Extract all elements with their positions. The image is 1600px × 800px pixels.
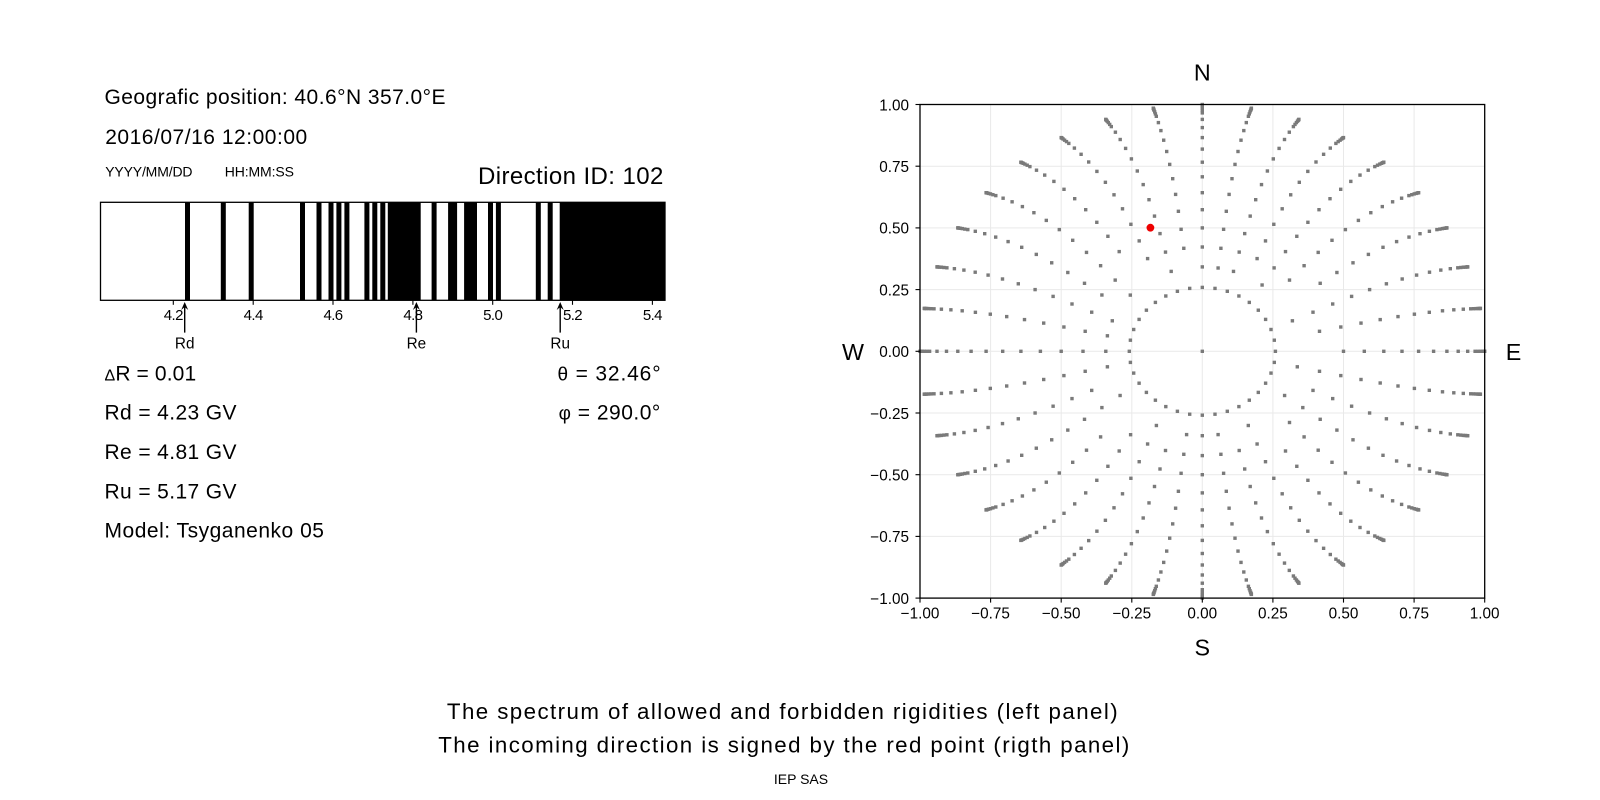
svg-text:5.2: 5.2 (563, 307, 582, 324)
svg-text:1.00: 1.00 (879, 97, 909, 114)
svg-text:Rd = 4.23 GV: Rd = 4.23 GV (105, 402, 237, 425)
svg-text:1.00: 1.00 (1470, 606, 1500, 623)
svg-text:5.0: 5.0 (483, 307, 502, 324)
svg-text:The incoming direction is sign: The incoming direction is signed by the … (438, 732, 1130, 757)
svg-text:Re: Re (407, 336, 427, 353)
svg-text:θ = 32.46°: θ = 32.46° (558, 362, 662, 385)
svg-text:4.8: 4.8 (403, 307, 422, 324)
svg-text:The spectrum of allowed and fo: The spectrum of allowed and forbidden ri… (447, 699, 1119, 724)
svg-text:4.4: 4.4 (244, 307, 263, 324)
svg-text:0.75: 0.75 (1399, 606, 1429, 623)
svg-text:E: E (1506, 339, 1522, 365)
svg-text:−1.00: −1.00 (870, 591, 909, 608)
svg-text:YYYY/MM/DD: YYYY/MM/DD (105, 163, 192, 179)
svg-text:0.00: 0.00 (1187, 606, 1217, 623)
svg-text:ΔR = 0.01: ΔR = 0.01 (105, 362, 197, 385)
svg-text:S: S (1195, 635, 1211, 661)
svg-text:IEP SAS: IEP SAS (774, 771, 828, 787)
svg-text:0.25: 0.25 (879, 282, 909, 299)
svg-text:−0.75: −0.75 (870, 529, 909, 546)
svg-text:N: N (1194, 60, 1211, 86)
svg-text:Ru: Ru (550, 336, 570, 353)
svg-text:Model: Tsyganenko 05: Model: Tsyganenko 05 (105, 520, 325, 543)
svg-text:HH:MM:SS: HH:MM:SS (225, 163, 294, 179)
svg-text:0.50: 0.50 (1329, 606, 1359, 623)
svg-text:0.25: 0.25 (1258, 606, 1288, 623)
svg-text:−1.00: −1.00 (901, 606, 940, 623)
svg-text:4.6: 4.6 (323, 307, 342, 324)
svg-text:Re = 4.81 GV: Re = 4.81 GV (105, 441, 237, 464)
svg-text:5.4: 5.4 (643, 307, 662, 324)
svg-text:0.75: 0.75 (879, 159, 909, 176)
svg-text:φ = 290.0°: φ = 290.0° (559, 402, 661, 425)
svg-text:−0.50: −0.50 (870, 468, 909, 485)
svg-text:Ru = 5.17 GV: Ru = 5.17 GV (105, 481, 237, 504)
svg-text:−0.75: −0.75 (971, 606, 1010, 623)
svg-text:Direction ID: 102: Direction ID: 102 (478, 163, 664, 190)
svg-text:Geografic position: 40.6°N 357: Geografic position: 40.6°N 357.0°E (105, 86, 446, 109)
svg-text:−0.50: −0.50 (1042, 606, 1081, 623)
svg-text:2016/07/16 12:00:00: 2016/07/16 12:00:00 (105, 126, 308, 149)
svg-text:4.2: 4.2 (164, 307, 183, 324)
svg-text:W: W (842, 339, 864, 365)
svg-text:−0.25: −0.25 (1112, 606, 1151, 623)
svg-text:−0.25: −0.25 (870, 406, 909, 423)
svg-text:Rd: Rd (175, 336, 195, 353)
svg-text:0.00: 0.00 (879, 344, 909, 361)
svg-text:0.50: 0.50 (879, 221, 909, 238)
